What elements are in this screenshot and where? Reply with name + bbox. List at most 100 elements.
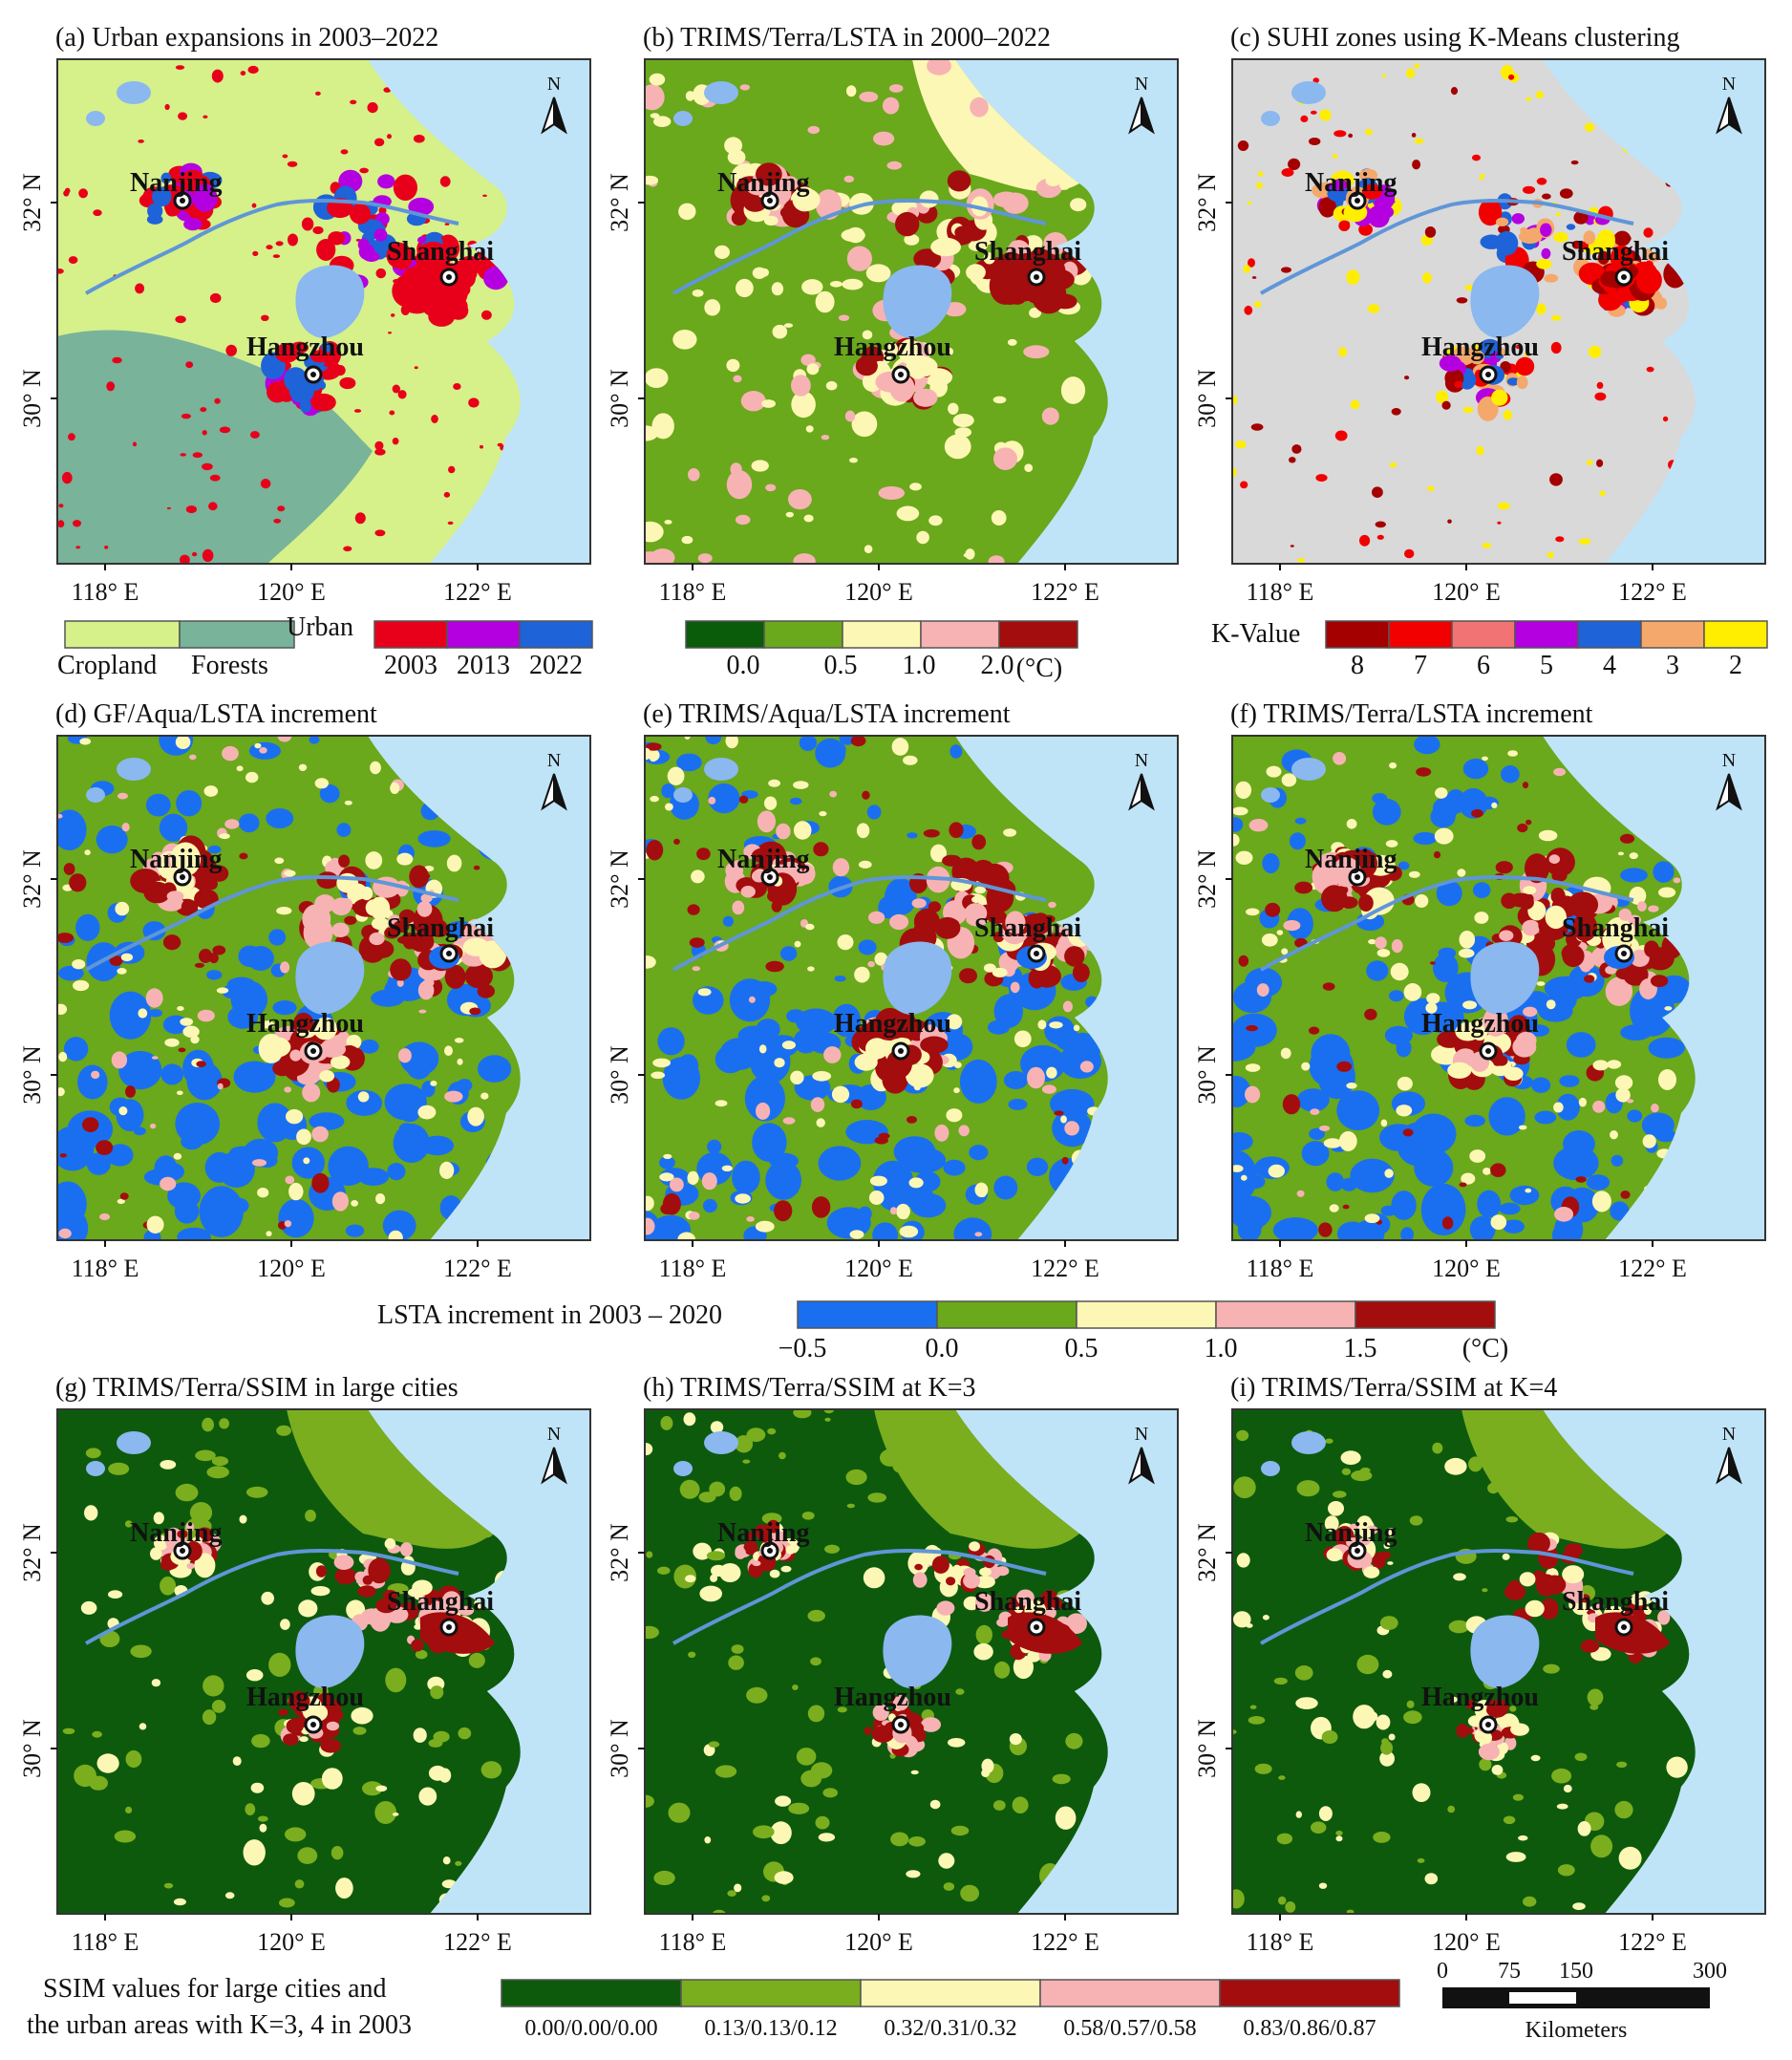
- raster-patch: [772, 324, 788, 339]
- raster-patch: [189, 1502, 213, 1524]
- raster-patch: [1615, 287, 1631, 303]
- raster-patch: [104, 546, 109, 549]
- legend-label: 0.0: [926, 1334, 959, 1363]
- raster-patch: [1341, 1468, 1352, 1475]
- raster-patch: [181, 899, 193, 913]
- raster-patch: [382, 1590, 398, 1600]
- raster-patch: [963, 1567, 976, 1577]
- yangtze-river: [672, 1549, 1047, 1645]
- raster-patch: [1385, 840, 1398, 848]
- raster-patch: [907, 832, 918, 839]
- raster-patch: [1349, 1523, 1358, 1530]
- raster-patch: [186, 1562, 195, 1570]
- raster-patch: [975, 1624, 992, 1644]
- raster-patch: [1336, 1061, 1353, 1072]
- raster-patch: [359, 1039, 379, 1054]
- raster-patch: [96, 1753, 119, 1773]
- raster-patch: [1312, 77, 1320, 83]
- raster-patch: [1372, 486, 1383, 498]
- raster-patch: [1544, 976, 1589, 1001]
- raster-patch: [1512, 1036, 1537, 1058]
- map-area: [1232, 736, 1765, 1240]
- raster-patch: [185, 1522, 195, 1533]
- raster-patch: [1456, 297, 1468, 304]
- raster-patch: [1296, 1088, 1330, 1112]
- raster-patch: [1643, 1606, 1652, 1615]
- raster-patch: [710, 1574, 718, 1582]
- raster-patch: [219, 1418, 230, 1429]
- raster-patch: [225, 344, 237, 356]
- raster-patch: [200, 407, 207, 413]
- raster-patch: [1566, 224, 1576, 230]
- raster-patch: [793, 781, 809, 789]
- raster-patch: [468, 397, 480, 408]
- raster-patch: [1048, 901, 1056, 909]
- raster-patch: [667, 766, 685, 785]
- raster-patch: [1480, 234, 1504, 249]
- raster-patch: [1409, 1515, 1423, 1526]
- raster-patch: [696, 848, 711, 861]
- raster-patch: [1232, 1132, 1253, 1151]
- taihu-lake: [295, 265, 365, 338]
- raster-patch: [1482, 543, 1492, 548]
- raster-patch: [1326, 1172, 1345, 1191]
- raster-patch: [240, 71, 246, 76]
- raster-patch: [668, 1802, 691, 1823]
- raster-patch: [949, 822, 964, 838]
- raster-patch: [1455, 1021, 1481, 1041]
- raster-patch: [735, 514, 751, 526]
- raster-patch: [1257, 171, 1264, 177]
- raster-patch: [260, 479, 271, 489]
- raster-patch: [180, 1018, 194, 1026]
- raster-patch: [202, 430, 207, 436]
- raster-patch: [373, 228, 388, 242]
- lat-tick-label: 32° N: [18, 173, 46, 232]
- raster-patch: [1323, 1138, 1342, 1148]
- raster-patch: [1432, 1442, 1443, 1454]
- lon-tick-label: 120° E: [257, 1255, 326, 1282]
- raster-patch: [1333, 752, 1347, 765]
- lon-tick-label: 120° E: [1432, 1928, 1501, 1956]
- land-zone: [874, 1409, 1079, 1549]
- lake: [704, 81, 738, 104]
- raster-patch: [418, 1787, 437, 1806]
- raster-patch: [805, 923, 815, 931]
- map-panels: (a) Urban expansions in 2003–2022Nanjing…: [18, 23, 1766, 1956]
- raster-patch: [873, 131, 895, 146]
- raster-patch: [1540, 1598, 1559, 1620]
- raster-patch: [212, 945, 226, 955]
- raster-patch: [233, 1061, 276, 1093]
- raster-patch: [969, 1541, 980, 1552]
- raster-patch: [1505, 1516, 1519, 1523]
- raster-patch: [1584, 122, 1595, 132]
- raster-patch: [907, 1116, 917, 1124]
- raster-patch: [800, 354, 816, 366]
- raster-patch: [1367, 204, 1390, 228]
- raster-patch: [679, 1479, 700, 1499]
- raster-patch: [261, 1037, 291, 1058]
- map-frame: [644, 735, 1179, 1241]
- raster-patch: [1664, 1006, 1673, 1011]
- raster-patch: [153, 1512, 164, 1525]
- raster-patch: [133, 1127, 146, 1136]
- raster-patch: [1447, 1062, 1472, 1079]
- raster-patch: [359, 167, 369, 174]
- raster-patch: [1251, 276, 1257, 279]
- raster-patch: [842, 278, 864, 290]
- raster-patch: [736, 278, 754, 298]
- raster-patch: [834, 976, 846, 982]
- raster-patch: [266, 245, 273, 250]
- raster-patch: [1232, 833, 1240, 847]
- city-label: Hangzhou: [1421, 333, 1539, 362]
- raster-patch: [224, 1892, 235, 1899]
- raster-patch: [1548, 854, 1560, 865]
- raster-patch: [196, 1061, 206, 1067]
- raster-patch: [803, 514, 814, 523]
- raster-patch: [369, 1606, 392, 1632]
- raster-patch: [1472, 154, 1481, 161]
- raster-patch: [869, 1175, 887, 1187]
- raster-patch: [294, 1879, 305, 1889]
- raster-patch: [177, 1227, 211, 1240]
- raster-patch: [1246, 1024, 1258, 1032]
- raster-patch: [202, 1709, 217, 1726]
